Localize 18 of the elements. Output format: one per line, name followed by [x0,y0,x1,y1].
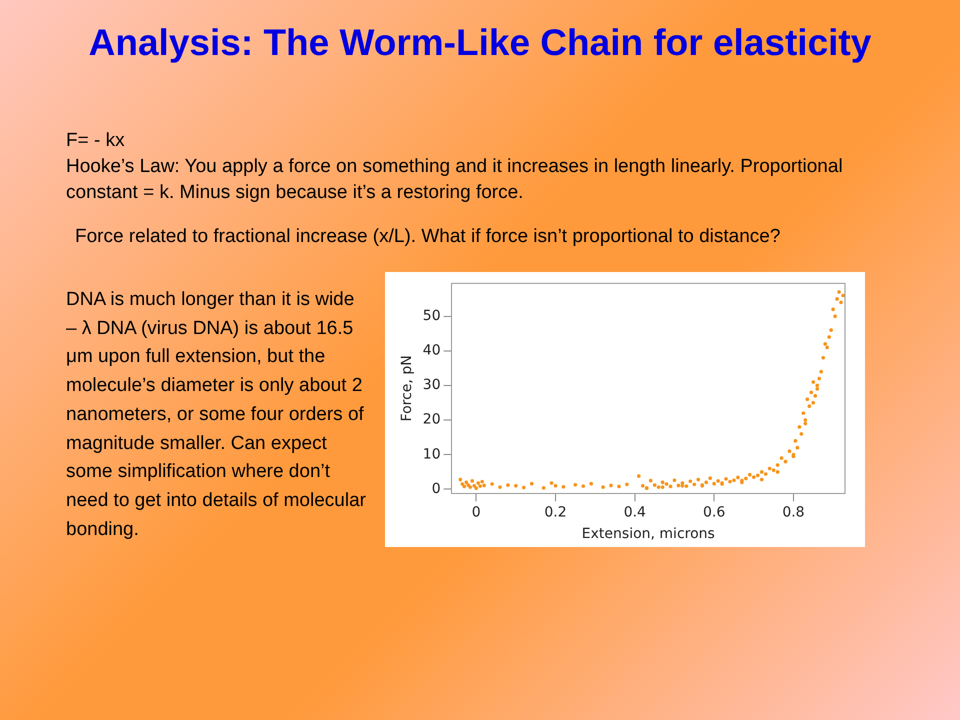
y-tick-label: 40 [422,342,441,359]
y-tick-label: 30 [422,377,441,394]
text: F= - kx [66,129,125,153]
text: DNA is much longer than it is wide – λ DNA (virus DNA) is about 16.5 μm upon full extension, but the molecule’s diameter is only about 2 nanometers, or some four orders of magnitude smaller. Can expect some simplification where don’t need to get into details of molecular bonding. [66,289,366,540]
y-axis-title: Force, pN [399,355,416,422]
chart-title: Analysis: The Worm-Like Chain for elasticity [88,22,872,64]
x-axis-title: Extension, microns [582,526,715,542]
y-tick-label: 0 [432,480,441,497]
x-tick-label: 0.4 [624,504,646,520]
text: Hooke’s Law: You apply a force on something and it increases in length linearly. Proportional constant = k. Minus sign because it’s a restoring force. [66,155,844,205]
y-tick-label: 50 [422,308,441,324]
x-tick-label: 0.6 [703,504,726,520]
y-tick-label: 20 [422,412,441,428]
y-tick-label: 10 [422,446,441,462]
x-tick-label: 0.8 [782,504,805,520]
x-tick-label: 0.2 [544,504,567,520]
text: Force related to fractional increase (x/L). What if force isn’t proportional to distance? [75,225,782,249]
x-tick-label: 0 [472,504,481,520]
